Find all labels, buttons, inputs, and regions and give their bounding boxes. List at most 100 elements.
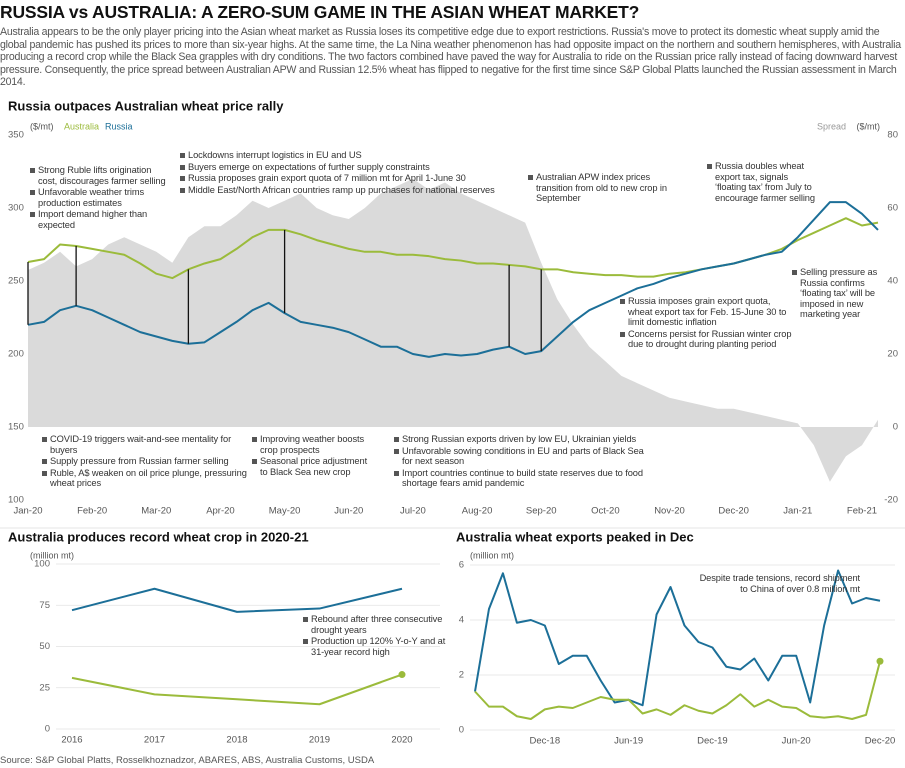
annotation: Australian APW index prices transition f… (528, 172, 673, 205)
annotation: Selling pressure as Russia confirms ‘flo… (792, 267, 884, 321)
y-tick-label: 25 (39, 682, 50, 693)
y-tick-label: 75 (39, 600, 50, 611)
y2-tick-label: 40 (887, 276, 898, 287)
annotation-text: Australian APW index prices transition f… (528, 172, 673, 204)
x-tick-label: Feb-21 (847, 506, 877, 517)
x-tick-label: Jun-19 (614, 736, 643, 747)
x-tick-label: Dec-20 (718, 506, 749, 517)
x-tick-label: 2016 (61, 735, 82, 746)
annotation: Russia doubles wheat export tax, signals… (707, 161, 819, 204)
annotation: Rebound after three consecutive drought … (303, 614, 453, 658)
x-tick-label: Mar-20 (141, 506, 171, 517)
annotation-text: Supply pressure from Russian farmer sell… (42, 456, 247, 467)
data-line (474, 569, 881, 707)
annotation-text: COVID-19 triggers wait-and-see mentality… (42, 434, 247, 455)
x-tick-label: 2018 (226, 735, 247, 746)
y-tick-label: 100 (8, 495, 24, 506)
x-tick-label: Dec-19 (697, 736, 728, 747)
x-tick-label: Jun-20 (334, 506, 363, 517)
annotation-text: Seasonal price adjustment to Black Sea n… (252, 456, 374, 477)
x-tick-label: Jan-20 (13, 506, 42, 517)
y-axis-label: (million mt) (30, 550, 74, 560)
annotation-text: Import countries continue to build state… (394, 468, 649, 489)
annotation-text: Middle East/North African countries ramp… (180, 185, 510, 196)
y-axis-label: (million mt) (470, 550, 514, 560)
annotation-text: Buyers emerge on expectations of further… (180, 162, 510, 173)
y2-tick-label: 0 (893, 422, 898, 433)
data-line (474, 660, 881, 720)
y-tick-label: 2 (459, 670, 464, 681)
y2-axis-label: ($/mt) (857, 121, 881, 131)
source-note: Source: S&P Global Platts, Rosselkhoznad… (0, 755, 375, 766)
end-marker (876, 657, 884, 665)
x-tick-label: Aug-20 (462, 506, 493, 517)
y-tick-label: 200 (8, 349, 24, 360)
y-axis-label: ($/mt) (30, 121, 54, 131)
y-tick-label: 6 (459, 560, 464, 571)
data-line (27, 201, 879, 358)
x-tick-label: Nov-20 (654, 506, 685, 517)
y-tick-label: 250 (8, 276, 24, 287)
x-tick-label: Jan-21 (783, 506, 812, 517)
x-tick-label: Jun-20 (782, 736, 811, 747)
annotation-text: Russia imposes grain export quota, wheat… (620, 296, 795, 328)
chart-title: Russia outpaces Australian wheat price r… (8, 98, 284, 113)
annotation: Strong Ruble lifts origination cost, dis… (30, 165, 170, 232)
spread-area (28, 178, 878, 482)
x-tick-label: Apr-20 (206, 506, 235, 517)
y2-tick-label: -20 (884, 495, 898, 506)
legend-entry: Australia (64, 121, 99, 131)
x-tick-label: Jul-20 (400, 506, 426, 517)
y-tick-label: 0 (459, 725, 464, 736)
chart-title: Australia produces record wheat crop in … (8, 529, 309, 544)
data-line (71, 673, 403, 706)
x-tick-label: Dec-18 (530, 736, 561, 747)
annotation-text: Russia proposes grain export quota of 7 … (180, 173, 510, 184)
intro-text: Australia appears to be the only player … (0, 26, 901, 89)
annotation: Despite trade tensions, record shipment … (690, 573, 861, 595)
annotation-text: Despite trade tensions, record shipment … (699, 573, 861, 594)
y-tick-label: 350 (8, 130, 24, 141)
annotation-text: Concerns persist for Russian winter crop… (620, 329, 795, 350)
annotation-text: Improving weather boosts crop prospects (252, 434, 374, 455)
x-tick-label: 2020 (391, 735, 412, 746)
x-tick-label: Sep-20 (526, 506, 557, 517)
annotation-text: Ruble, A$ weaken on oil price plunge, pr… (42, 468, 247, 489)
annotation-text: Unfavorable weather trims production est… (30, 187, 170, 208)
end-marker (398, 671, 406, 679)
x-tick-label: Feb-20 (77, 506, 107, 517)
annotation: Lockdowns interrupt logistics in EU and … (180, 150, 510, 196)
x-tick-label: 2019 (309, 735, 330, 746)
y2-tick-label: 20 (887, 349, 898, 360)
annotation-text: Strong Ruble lifts origination cost, dis… (30, 165, 170, 186)
annotation-text: Rebound after three consecutive drought … (303, 614, 453, 635)
annotation: COVID-19 triggers wait-and-see mentality… (42, 434, 247, 490)
y-tick-label: 100 (34, 559, 50, 570)
y-tick-label: 50 (39, 641, 50, 652)
annotation-text: Import demand higher than expected (30, 209, 170, 230)
x-tick-label: Oct-20 (591, 506, 620, 517)
y-tick-label: 300 (8, 203, 24, 214)
page-title: RUSSIA vs AUSTRALIA: A ZERO-SUM GAME IN … (0, 2, 640, 22)
chart-title: Australia wheat exports peaked in Dec (456, 529, 694, 544)
annotation: Russia imposes grain export quota, wheat… (620, 296, 795, 351)
x-tick-label: May-20 (269, 506, 301, 517)
y-tick-label: 150 (8, 422, 24, 433)
annotation-text: Russia doubles wheat export tax, signals… (707, 161, 819, 203)
annotation-text: Lockdowns interrupt logistics in EU and … (180, 150, 510, 161)
legend-entry: Spread (817, 121, 846, 131)
annotation-text: Production up 120% Y-o-Y and at 31-year … (303, 636, 453, 657)
y-tick-label: 0 (45, 724, 50, 735)
y-tick-label: 4 (459, 615, 464, 626)
annotation: Strong Russian exports driven by low EU,… (394, 434, 649, 490)
x-tick-label: Dec-20 (865, 736, 896, 747)
x-tick-label: 2017 (144, 735, 165, 746)
y2-tick-label: 80 (887, 130, 898, 141)
annotation-text: Selling pressure as Russia confirms ‘flo… (792, 267, 884, 320)
annotation-text: Unfavorable sowing conditions in EU and … (394, 446, 649, 467)
y2-tick-label: 60 (887, 203, 898, 214)
data-line (71, 587, 403, 613)
annotation-text: Strong Russian exports driven by low EU,… (394, 434, 649, 445)
